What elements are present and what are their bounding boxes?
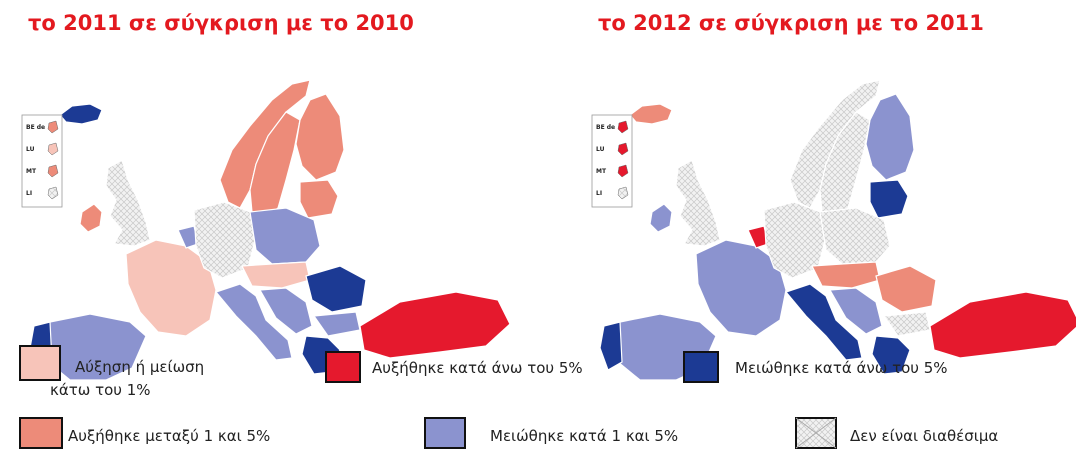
country [241, 261, 311, 289]
inset-label: BE de [596, 124, 615, 131]
legend-label: κάτω του 1% [50, 381, 151, 399]
legend-item: Αύξηση ή μείωση κάτω του 1% [19, 345, 204, 399]
legend-label: Αυξήθηκε μεταξύ 1 και 5% [68, 427, 270, 445]
country [649, 203, 673, 233]
country [629, 103, 673, 125]
country [829, 287, 883, 335]
country [882, 311, 931, 337]
legend-item: Μειώθηκε κατά 1 και 5% [424, 417, 678, 449]
country [875, 265, 937, 313]
legend-label: Μειώθηκε κατά 1 και 5% [490, 427, 678, 445]
inset-shape [617, 142, 629, 156]
legend-label: Αύξηση ή μείωση [75, 358, 204, 376]
country [305, 265, 367, 313]
country [871, 335, 911, 375]
country [59, 103, 103, 125]
map: BE de LU MT LI [21, 79, 511, 381]
legend-swatch [325, 351, 361, 383]
legend-swatch [19, 417, 63, 449]
country [784, 283, 863, 361]
inset-shape [47, 186, 59, 200]
country [249, 207, 321, 265]
country [125, 239, 217, 337]
inset-label: MT [596, 168, 607, 175]
country [214, 283, 293, 361]
inset-shape [617, 186, 629, 200]
inset-shape [617, 120, 629, 134]
map-title: το 2011 σε σύγκριση με το 2010 [28, 11, 414, 35]
legend-label: Δεν είναι διαθέσιμα [850, 427, 998, 445]
country [865, 93, 915, 181]
inset-label: LI [26, 190, 32, 197]
inset-shape [47, 142, 59, 156]
country [819, 207, 891, 265]
inset-shape [47, 120, 59, 134]
country [929, 291, 1076, 359]
country [811, 261, 881, 289]
legend-label: Μειώθηκε κατά άνω του 5% [735, 359, 948, 377]
legend-swatch [424, 417, 466, 449]
legend-cross [795, 417, 837, 449]
country [105, 159, 151, 247]
map-title: το 2012 σε σύγκριση με το 2011 [598, 11, 984, 35]
country [675, 159, 721, 247]
country [359, 291, 511, 359]
country [299, 179, 339, 219]
inset-label: MT [26, 168, 37, 175]
country [259, 287, 313, 335]
country [295, 93, 345, 181]
inset-label: LI [596, 190, 602, 197]
country [312, 311, 361, 337]
legend-swatch [683, 351, 719, 383]
inset-box: BE de LU MT LI [591, 114, 633, 208]
country [695, 239, 787, 337]
map: BE de LU MT LI [591, 79, 1076, 381]
country [79, 203, 103, 233]
legend-item: Αυξήθηκε μεταξύ 1 και 5% [19, 417, 270, 449]
inset-label: LU [596, 146, 605, 153]
country [869, 179, 909, 219]
inset-label: LU [26, 146, 35, 153]
legend-label: Αυξήθηκε κατά άνω του 5% [372, 359, 583, 377]
legend-item: Αυξήθηκε κατά άνω του 5% [325, 351, 583, 383]
inset-shape [617, 164, 629, 178]
country [599, 321, 623, 371]
inset-label: BE de [26, 124, 45, 131]
legend-swatch [19, 345, 61, 381]
inset-shape [47, 164, 59, 178]
legend-item: Δεν είναι διαθέσιμα [795, 417, 998, 449]
legend-item: Μειώθηκε κατά άνω του 5% [683, 351, 948, 383]
inset-box: BE de LU MT LI [21, 114, 63, 208]
